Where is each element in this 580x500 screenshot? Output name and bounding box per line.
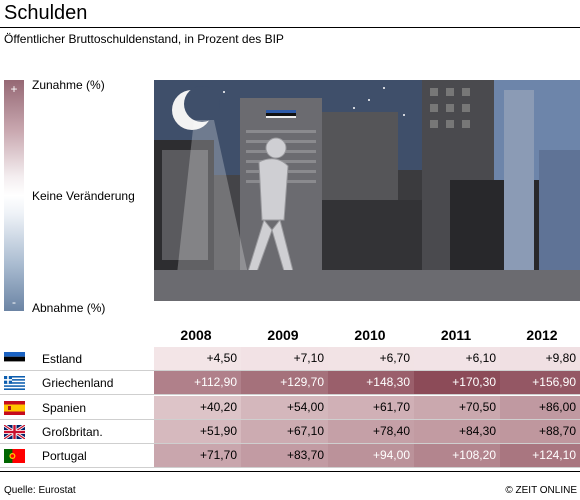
table-cell-2011: +84,30	[414, 420, 500, 443]
table-cell-2009: +54,00	[241, 396, 328, 419]
table-row: Griechenland +112,90 +129,70 +148,30 +170,30…	[0, 371, 580, 395]
legend-neutral-label: Keine Veränderung	[32, 189, 135, 203]
title-divider	[0, 27, 580, 28]
table-cell-2008: +4,50	[154, 347, 241, 370]
table-cell-2008: +71,70	[154, 444, 241, 467]
legend-decrease-label: Abnahme (%)	[32, 301, 106, 315]
year-header-2008: 2008	[180, 327, 212, 343]
table-row: Spanien +40,20 +54,00 +61,70 +70,50 +86,00	[0, 396, 580, 420]
copyright-label: © ZEIT ONLINE	[505, 485, 577, 496]
country-label: Estland	[42, 352, 83, 366]
row-divider	[0, 443, 580, 444]
table-cell-2012: +9,80	[500, 347, 580, 370]
table-cell-2011: +6,10	[414, 347, 500, 370]
source-label: Quelle: Eurostat	[4, 485, 76, 496]
uk-flag-icon	[4, 425, 25, 439]
page-title: Schulden	[4, 2, 88, 24]
row-divider	[0, 419, 580, 420]
table-cell-2009: +129,70	[241, 371, 328, 394]
country-label: Großbritan.	[42, 425, 103, 439]
country-label: Spanien	[42, 401, 87, 415]
greece-flag-icon	[4, 376, 25, 390]
night-city-walker-illustration	[154, 80, 580, 301]
row-divider	[0, 467, 580, 468]
country-label: Griechenland	[42, 376, 114, 390]
table-cell-2010: +6,70	[328, 347, 414, 370]
year-header-2010: 2010	[354, 327, 386, 343]
table-cell-2012: +86,00	[500, 396, 580, 419]
table-cell-2008: +40,20	[154, 396, 241, 419]
row-divider	[0, 394, 580, 395]
table-cell-2008: +112,90	[154, 371, 241, 394]
table-row: Großbritan. +51,90 +67,10 +78,40 +84,30 +88,7…	[0, 420, 580, 444]
table-cell-2010: +61,70	[328, 396, 414, 419]
legend-plus-sign: +	[10, 82, 18, 96]
portugal-flag-icon	[4, 449, 25, 463]
table-cell-2011: +70,50	[414, 396, 500, 419]
table-cell-2012: +156,90	[500, 371, 580, 394]
table-row: Portugal +71,70 +83,70 +94,00 +108,20 +124,10	[0, 444, 580, 468]
row-divider	[0, 370, 580, 371]
table-cell-2010: +78,40	[328, 420, 414, 443]
table-cell-2010: +94,00	[328, 444, 414, 467]
legend-increase-label: Zunahme (%)	[32, 78, 105, 92]
year-header-2011: 2011	[440, 327, 472, 343]
year-header-2012: 2012	[526, 327, 558, 343]
table-cell-2011: +170,30	[414, 371, 500, 394]
country-label: Portugal	[42, 449, 87, 463]
table-cell-2012: +124,10	[500, 444, 580, 467]
footer-divider	[0, 471, 580, 472]
year-header-2009: 2009	[267, 327, 299, 343]
table-cell-2009: +7,10	[241, 347, 328, 370]
legend-minus-sign: -	[12, 295, 16, 309]
table-row: Estland +4,50 +7,10 +6,70 +6,10 +9,80	[0, 347, 580, 371]
page-subtitle: Öffentlicher Bruttoschuldenstand, in Pro…	[4, 32, 284, 46]
table-cell-2008: +51,90	[154, 420, 241, 443]
table-cell-2009: +67,10	[241, 420, 328, 443]
estonia-flag-icon	[4, 352, 25, 366]
legend-color-bar: + -	[4, 80, 24, 311]
spain-flag-icon	[4, 401, 25, 415]
table-cell-2010: +148,30	[328, 371, 414, 394]
table-cell-2012: +88,70	[500, 420, 580, 443]
table-cell-2011: +108,20	[414, 444, 500, 467]
table-cell-2009: +83,70	[241, 444, 328, 467]
